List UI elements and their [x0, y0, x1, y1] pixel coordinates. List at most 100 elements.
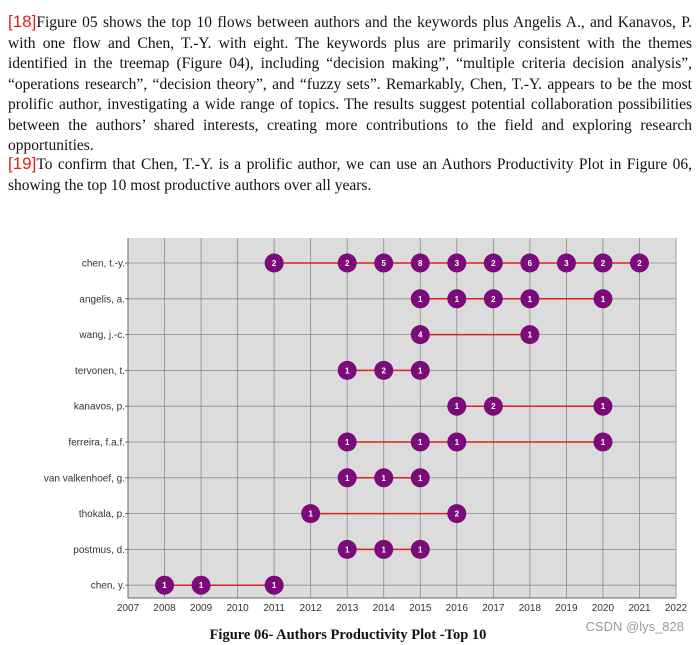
point-count-label: 2: [491, 402, 496, 411]
paragraph-text: To confirm that Chen, T.-Y. is a prolifi…: [8, 156, 692, 194]
x-tick-label: 2009: [190, 603, 213, 614]
point-count-label: 1: [418, 474, 423, 483]
productivity-point: [593, 253, 613, 273]
point-count-label: 2: [491, 259, 496, 268]
point-count-label: 2: [382, 366, 387, 375]
y-tick-label: ferreira, f.a.f.: [68, 438, 125, 449]
productivity-point: [374, 360, 394, 380]
point-count-label: 1: [418, 366, 423, 375]
productivity-point: [337, 468, 357, 488]
productivity-point: [629, 253, 649, 273]
point-count-label: 2: [272, 259, 277, 268]
watermark: CSDN @lys_828: [585, 619, 684, 634]
y-tick-label: kanavos, p.: [74, 402, 125, 413]
productivity-point: [520, 325, 540, 345]
productivity-point: [410, 539, 430, 559]
figure-caption: Figure 06- Authors Productivity Plot -To…: [209, 627, 487, 643]
x-tick-label: 2020: [592, 603, 615, 614]
productivity-point: [264, 575, 284, 595]
productivity-point: [374, 468, 394, 488]
x-tick-label: 2017: [482, 603, 505, 614]
point-count-label: 1: [455, 402, 460, 411]
paragraph-18: [18]Figure 05 shows the top 10 flows bet…: [8, 12, 692, 157]
point-count-label: 1: [345, 545, 350, 554]
point-count-label: 1: [601, 438, 606, 447]
x-tick-label: 2010: [226, 603, 249, 614]
x-tick-label: 2021: [628, 603, 651, 614]
productivity-point: [593, 432, 613, 452]
productivity-point: [410, 468, 430, 488]
point-count-label: 1: [418, 438, 423, 447]
y-tick-label: chen, t.-y.: [82, 259, 125, 270]
productivity-point: [155, 575, 175, 595]
y-tick-label: van valkenhoef, g.: [44, 473, 125, 484]
point-count-label: 2: [601, 259, 606, 268]
point-count-label: 1: [382, 545, 387, 554]
point-count-label: 5: [382, 259, 387, 268]
productivity-point: [337, 432, 357, 452]
productivity-point: [410, 325, 430, 345]
x-tick-label: 2011: [263, 603, 285, 614]
productivity-point: [374, 253, 394, 273]
y-tick-label: postmus, d.: [73, 545, 125, 556]
point-count-label: 1: [601, 402, 606, 411]
point-count-label: 1: [345, 438, 350, 447]
productivity-point: [337, 253, 357, 273]
point-count-label: 1: [345, 366, 350, 375]
point-count-label: 3: [564, 259, 569, 268]
productivity-point: [593, 396, 613, 416]
x-tick-label: 2018: [519, 603, 542, 614]
y-tick-label: angelis, a.: [79, 294, 125, 305]
productivity-point: [447, 504, 467, 524]
productivity-point: [410, 289, 430, 309]
point-count-label: 8: [418, 259, 423, 268]
point-count-label: 6: [528, 259, 533, 268]
x-tick-label: 2007: [117, 603, 140, 614]
point-count-label: 2: [455, 510, 460, 519]
point-count-label: 1: [418, 295, 423, 304]
productivity-point: [447, 432, 467, 452]
point-count-label: 1: [455, 438, 460, 447]
x-tick-label: 2013: [336, 603, 359, 614]
point-count-label: 2: [491, 295, 496, 304]
x-tick-label: 2012: [300, 603, 323, 614]
y-tick-label: wang, j.-c.: [78, 330, 125, 341]
x-tick-label: 2022: [665, 603, 688, 614]
authors-productivity-chart: 2007 2008 2009 2010 2011 2012 2013 2014 2015 2016…: [44, 238, 688, 614]
productivity-point: [264, 253, 284, 273]
productivity-point: [191, 575, 211, 595]
x-tick-label: 2015: [409, 603, 432, 614]
x-tick-label: 2014: [373, 603, 396, 614]
y-tick-label: thokala, p.: [79, 509, 125, 520]
productivity-point: [410, 432, 430, 452]
productivity-point: [520, 253, 540, 273]
point-count-label: 1: [162, 581, 167, 590]
productivity-point: [556, 253, 576, 273]
point-count-label: 1: [345, 474, 350, 483]
point-count-label: 1: [455, 295, 460, 304]
productivity-point: [337, 539, 357, 559]
reference-number: [19]: [8, 154, 37, 173]
productivity-point: [301, 504, 321, 524]
plot-background: [128, 238, 676, 598]
point-count-label: 1: [382, 474, 387, 483]
productivity-point: [483, 289, 503, 309]
point-count-label: 2: [345, 259, 350, 268]
x-tick-label: 2019: [555, 603, 578, 614]
paragraph-text: Figure 05 shows the top 10 flows between…: [8, 14, 692, 154]
point-count-label: 1: [528, 295, 533, 304]
y-tick-label: chen, y.: [91, 581, 125, 592]
point-count-label: 1: [199, 581, 204, 590]
reference-number: [18]: [8, 12, 37, 31]
paragraph-19: [19]To confirm that Chen, T.-Y. is a pro…: [8, 154, 692, 196]
productivity-point: [447, 253, 467, 273]
productivity-point: [410, 360, 430, 380]
productivity-point: [447, 396, 467, 416]
productivity-point: [520, 289, 540, 309]
point-count-label: 2: [637, 259, 642, 268]
point-count-label: 4: [418, 331, 423, 340]
point-count-label: 1: [308, 510, 313, 519]
point-count-label: 1: [528, 331, 533, 340]
point-count-label: 1: [272, 581, 277, 590]
productivity-point: [483, 253, 503, 273]
